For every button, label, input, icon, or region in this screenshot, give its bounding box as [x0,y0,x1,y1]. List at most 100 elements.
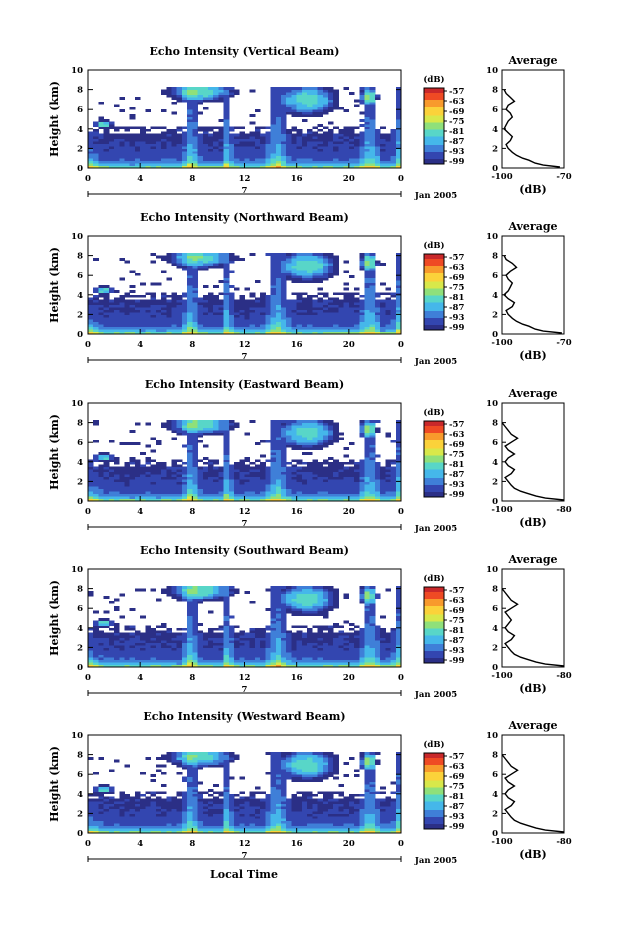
heatmap-cell [104,134,110,137]
heatmap-cell [344,314,350,317]
heatmap-cell [109,121,115,124]
heatmap-cell [245,312,251,315]
heatmap-cell [318,261,324,264]
heatmap-cell [364,263,370,266]
heatmap-cell [276,163,282,166]
heatmap-cell [218,131,224,134]
heatmap-cell [192,148,198,151]
heatmap-cell [338,136,344,139]
heatmap-cell [224,126,230,129]
heatmap-cell [323,158,329,161]
colorbar-tick-label: -99 [449,157,464,167]
heatmap-cell [224,432,230,435]
heatmap-cell [135,126,141,129]
x-tick-label: 20 [343,174,355,184]
heatmap-cell [359,327,365,330]
heatmap-cell [229,158,235,161]
heatmap-cell [265,319,271,322]
heatmap-cell [224,586,230,589]
heatmap-cell [229,270,235,273]
heatmap-cell [385,300,391,303]
heatmap-cell [213,662,219,665]
heatmap-cell [151,481,157,484]
heatmap-cell [93,469,99,472]
heatmap-cell [359,102,365,105]
heatmap-cell [354,141,360,144]
heatmap-cell [182,652,188,655]
heatmap-cell [375,261,381,264]
heatmap-cell [198,327,204,330]
heatmap-cell [156,633,162,636]
heatmap-cell [213,628,219,631]
heatmap-cell [302,435,308,438]
heatmap-cell [364,442,370,445]
heatmap-cell [370,146,376,149]
heatmap-cell [370,90,376,93]
heatmap-cell [161,660,167,663]
heatmap-cell [156,153,162,156]
heatmap-cell [140,327,146,330]
heatmap-cell [93,652,99,655]
heatmap-cell [218,263,224,266]
heatmap-cell [281,146,287,149]
heatmap-cell [312,324,318,327]
heatmap-cell [224,136,230,139]
heatmap-cell [265,161,271,164]
heatmap-cell [349,307,355,310]
heatmap-cell [187,253,193,256]
heatmap-cell [276,119,282,122]
heatmap-cell [255,464,261,467]
heatmap-cell [161,300,167,303]
heatmap-cell [156,317,162,320]
heatmap-cell [119,657,125,660]
heatmap-cell [182,258,188,261]
heatmap-cell [385,136,391,139]
heatmap-cell [338,469,344,472]
heatmap-cell [135,657,141,660]
heatmap-cell [385,302,391,305]
heatmap-cell [224,620,230,623]
heatmap-cell [203,261,209,264]
heatmap-cell [297,430,303,433]
heatmap-cell [297,484,303,487]
average-y-tick-label: 10 [486,232,498,242]
heatmap-cell [135,442,141,445]
heatmap-cell [385,479,391,482]
heatmap-cell [208,317,214,320]
heatmap-cell [344,474,350,477]
heatmap-cell [125,652,131,655]
heatmap-cell [375,454,381,457]
heatmap-cell [375,95,381,98]
heatmap-cell [198,596,204,599]
heatmap-cell [198,92,204,95]
heatmap-cell [297,134,303,137]
heatmap-cell [328,129,334,132]
heatmap-cell [229,319,235,322]
heatmap-cell [291,139,297,142]
heatmap-cell [161,148,167,151]
heatmap-cell [234,126,240,129]
heatmap-cell [318,268,324,271]
heatmap-cell [171,322,177,325]
heatmap-cell [291,112,297,115]
heatmap-cell [93,484,99,487]
heatmap-cell [323,420,329,423]
heatmap-cell [344,136,350,139]
heatmap-cell [161,307,167,310]
heatmap-cell [187,442,193,445]
heatmap-cell [323,423,329,426]
heatmap-cell [271,435,277,438]
heatmap-cell [333,491,339,494]
heatmap-cell [359,425,365,428]
heatmap-cell [297,253,303,256]
heatmap-cell [145,459,151,462]
heatmap-cell [119,635,125,638]
heatmap-cell [370,161,376,164]
x-tick-label: 12 [239,174,251,184]
heatmap-cell [385,307,391,310]
heatmap-cell [229,589,235,592]
heatmap-cell [218,95,224,98]
heatmap-cell [281,156,287,159]
heatmap-cell [156,638,162,641]
heatmap-cell [291,99,297,102]
